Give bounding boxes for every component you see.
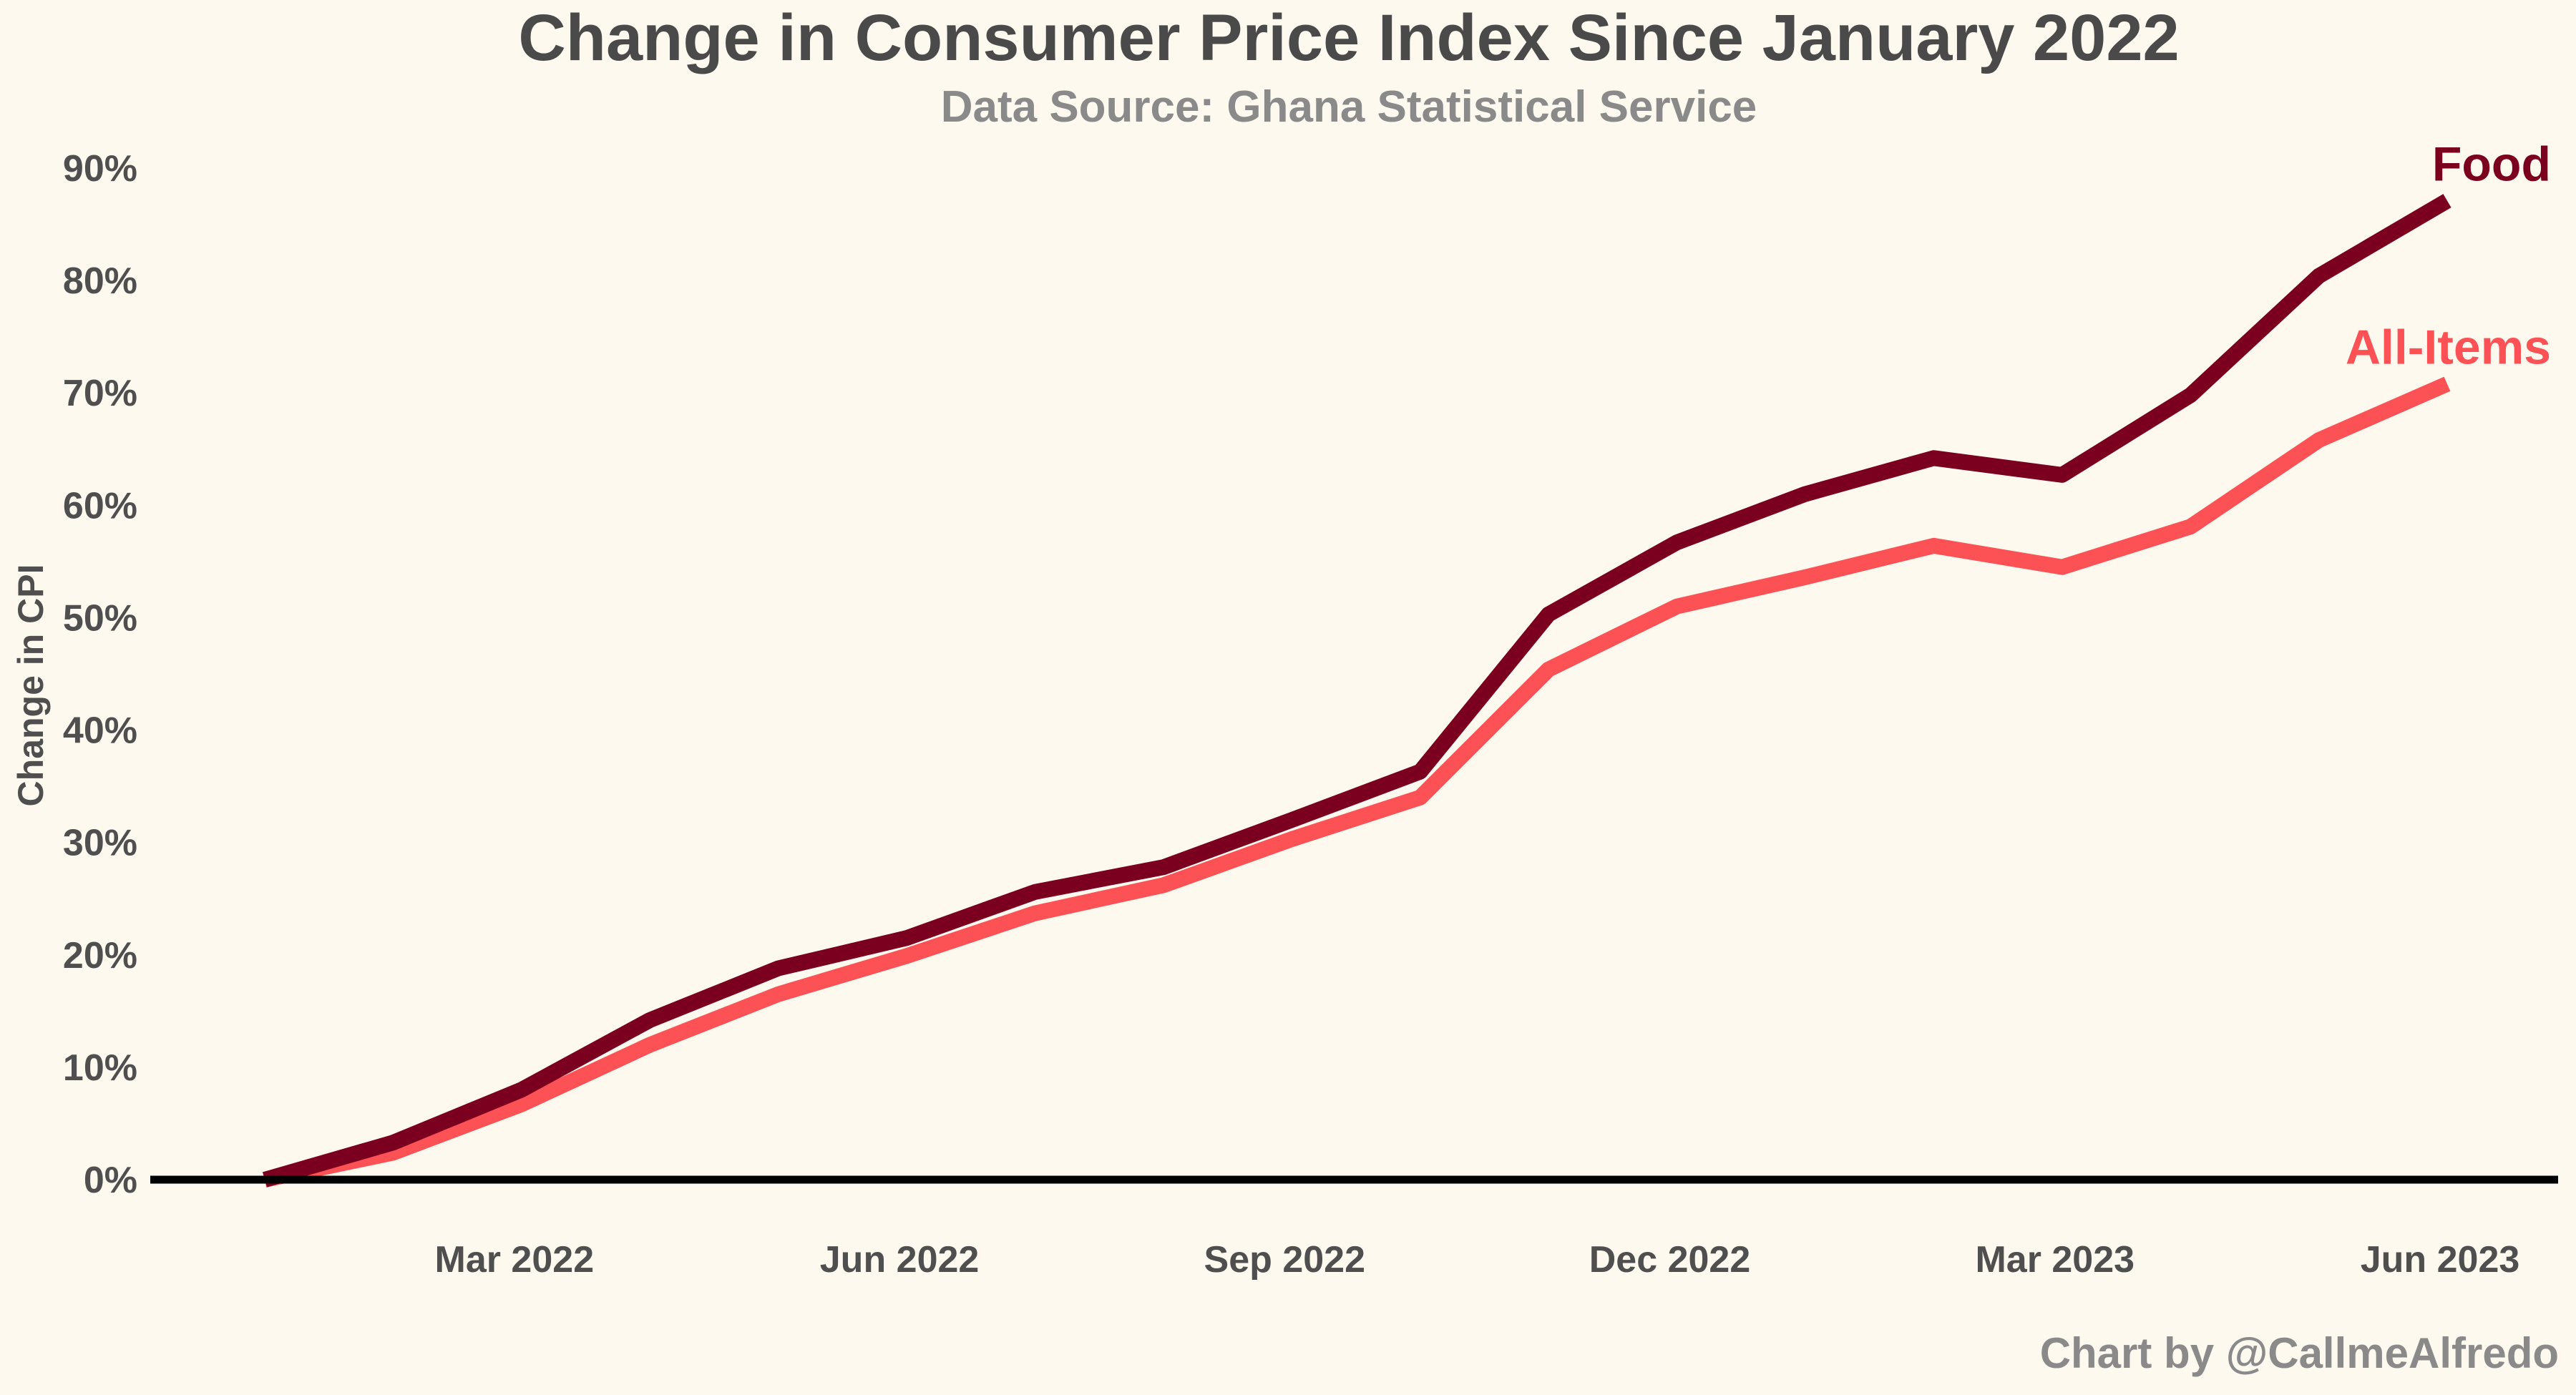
series-line-all-items (263, 376, 2451, 1188)
x-tick-label: Sep 2022 (1204, 1239, 1366, 1281)
y-axis-label: Change in CPI (11, 564, 51, 807)
series-lines (262, 194, 2451, 1188)
x-tick-label: Mar 2022 (435, 1239, 595, 1281)
y-tick-label: 60% (63, 485, 137, 527)
y-tick-label: 0% (84, 1160, 137, 1201)
x-tick-label: Jun 2023 (2361, 1239, 2520, 1281)
x-tick-label: Mar 2023 (1975, 1239, 2135, 1281)
series-line-food (262, 194, 2451, 1188)
x-tick-label: Jun 2022 (820, 1239, 980, 1281)
y-tick-label: 30% (63, 823, 137, 864)
y-tick-label: 10% (63, 1047, 137, 1089)
chart-subtitle: Data Source: Ghana Statistical Service (941, 82, 1757, 132)
y-tick-label: 90% (63, 148, 137, 190)
chart-title: Change in Consumer Price Index Since Jan… (518, 1, 2179, 74)
y-tick-label: 40% (63, 710, 137, 752)
series-label-food: Food (2432, 137, 2551, 192)
series-label-all-items: All-Items (2346, 320, 2551, 375)
y-axis-ticks: 0% 10% 20% 30% 40% 50% 60% 70% 80% 90% (63, 148, 137, 1201)
y-tick-label: 70% (63, 373, 137, 414)
x-tick-label: Dec 2022 (1589, 1239, 1751, 1281)
x-axis-ticks: Mar 2022 Jun 2022 Sep 2022 Dec 2022 Mar 2023… (435, 1239, 2520, 1281)
chart-credit: Chart by @CallmeAlfredo (2040, 1329, 2559, 1377)
series-end-labels: Food All-Items (2346, 137, 2551, 375)
y-tick-label: 20% (63, 935, 137, 976)
y-tick-label: 50% (63, 597, 137, 639)
y-tick-label: 80% (63, 260, 137, 302)
